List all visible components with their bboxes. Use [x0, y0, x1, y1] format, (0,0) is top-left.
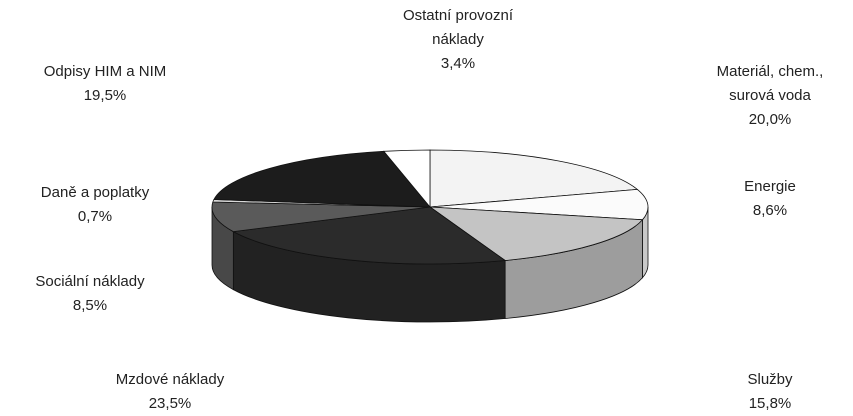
value-label: 3,4%: [440, 55, 476, 72]
category-name: Služby: [747, 371, 793, 388]
slice-label: Daně a poplatky 0,7%: [5, 181, 185, 229]
slice: [429, 149, 639, 208]
slice-label: Energie 8,6%: [680, 175, 853, 223]
slice: [213, 150, 431, 208]
category-name: Daně a poplatky: [40, 184, 150, 201]
value-label: 0,7%: [77, 208, 113, 225]
slice: [429, 188, 649, 221]
value-label: 15,8%: [748, 395, 792, 412]
slice-label: Služby 15,8%: [680, 368, 853, 416]
slice: [382, 149, 431, 209]
slice: [428, 206, 644, 261]
category-name: Sociální náklady: [35, 273, 145, 290]
value-label: 20,0%: [748, 111, 792, 128]
slice: [211, 201, 431, 233]
category-name: Materiál, chem., surová voda: [716, 63, 824, 104]
value-label: 19,5%: [83, 87, 127, 104]
category-name: Mzdové náklady: [115, 371, 225, 388]
value-label: 8,6%: [752, 202, 788, 219]
category-name: Energie: [744, 178, 796, 195]
category-name: Odpisy HIM a NIM: [43, 63, 167, 80]
category-name: Ostatní provozní náklady: [402, 7, 514, 48]
slice-label: Odpisy HIM a NIM 19,5%: [15, 60, 195, 108]
value-label: 23,5%: [148, 395, 192, 412]
value-label: 8,5%: [72, 297, 108, 314]
slice: [232, 206, 507, 265]
slice-label: Mzdové náklady 23,5%: [80, 368, 260, 416]
slice-label: Sociální náklady 8,5%: [0, 270, 180, 318]
slice-label: Materiál, chem., surová voda 20,0%: [680, 60, 853, 132]
slice-label: Ostatní provozní náklady 3,4%: [368, 4, 548, 76]
